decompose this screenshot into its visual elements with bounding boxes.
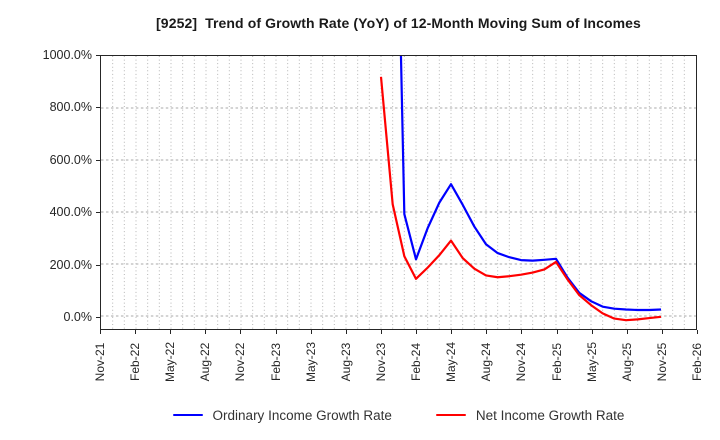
legend-label: Net Income Growth Rate [475,407,625,423]
y-axis-tick-label: 0.0% [63,309,93,324]
x-axis-tick [205,330,207,334]
x-axis-tick-label: Feb-25 [549,342,564,382]
x-axis-tick-label: May-23 [303,341,318,383]
y-axis-tick [96,316,100,318]
plot-area [100,55,697,330]
legend-item-ordinary-income: Ordinary Income Growth Rate [172,407,392,423]
x-axis-tick [556,330,558,334]
x-axis-tick [626,330,628,334]
x-axis-tick-label: Aug-25 [619,342,634,382]
x-axis-tick [345,330,347,334]
legend-line-swatch [172,414,203,416]
y-axis-tick-label: 1000.0% [42,48,92,62]
x-axis-tick [170,330,172,334]
x-axis-tick [416,330,418,334]
x-axis-tick-label: Nov-22 [233,342,248,382]
y-axis-tick [96,107,100,109]
x-axis-tick [275,330,277,334]
x-axis-tick [697,330,698,334]
x-axis-tick-label: Nov-21 [93,342,107,382]
y-axis-tick-label: 200.0% [49,257,92,272]
x-axis-tick [240,330,242,334]
x-axis-tick-label: Feb-23 [268,342,283,382]
x-axis-tick-label: Nov-24 [514,342,529,382]
x-axis-tick [486,330,488,334]
x-axis-tick [100,330,101,334]
x-axis-tick-label: Feb-22 [128,342,143,382]
ordinary-income-line [399,56,662,312]
x-axis-tick-label: Aug-24 [479,342,494,382]
x-axis-tick-label: Aug-23 [338,342,353,382]
x-axis-tick-label: Feb-24 [409,342,424,382]
y-axis-tick [96,212,100,214]
plot-canvas [101,56,696,329]
x-axis-tick [451,330,453,334]
x-axis-tick [521,330,523,334]
x-axis-tick [135,330,137,334]
net-income-line [379,76,662,322]
x-axis-tick [310,330,312,334]
y-axis-tick-label: 800.0% [49,100,92,115]
x-axis-tick-label: Nov-23 [373,342,388,382]
legend-line-swatch [435,414,466,416]
x-axis-tick [380,330,382,334]
x-axis-tick-label: Feb-26 [690,342,704,382]
legend-label: Ordinary Income Growth Rate [212,407,392,423]
y-axis-tick [96,159,100,161]
x-axis-tick-label: May-25 [584,341,599,383]
y-axis-tick-label: 600.0% [49,152,92,167]
y-axis-tick-label: 400.0% [49,205,92,220]
x-axis-tick [661,330,663,334]
x-axis-tick-label: May-24 [444,341,459,383]
x-axis-tick-label: May-22 [163,341,178,383]
chart-title: [9252] Trend of Growth Rate (YoY) of 12-… [156,15,641,31]
y-axis-tick [96,55,100,56]
y-axis-tick [96,264,100,266]
legend: Ordinary Income Growth Rate Net Income Gr… [100,402,697,428]
legend-item-net-income: Net Income Growth Rate [435,407,625,423]
x-axis-tick [591,330,593,334]
x-axis-tick-label: Nov-25 [654,342,669,382]
x-axis-tick-label: Aug-22 [198,342,213,382]
